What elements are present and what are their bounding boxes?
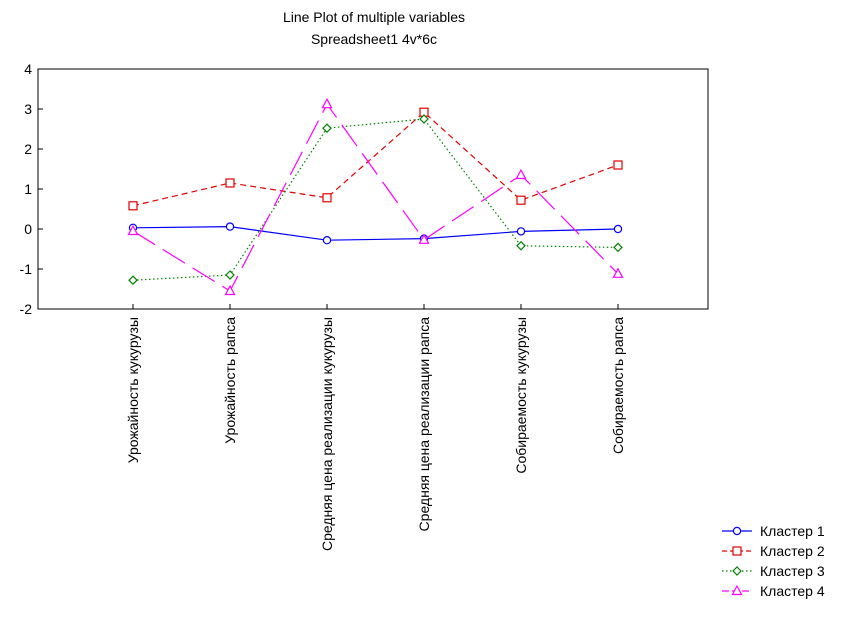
legend-marker xyxy=(731,584,743,596)
legend-marker xyxy=(732,566,742,576)
chart-subtitle: Spreadsheet1 4v*6c xyxy=(311,31,437,47)
series-4-line xyxy=(132,103,619,292)
series-2-point xyxy=(516,195,526,205)
legend-item: Кластер 4 xyxy=(722,583,825,599)
series-1-point xyxy=(516,227,526,236)
legend-label: Кластер 4 xyxy=(760,583,825,599)
series-4-point xyxy=(224,284,236,296)
y-tick-label: -1 xyxy=(20,261,33,277)
series-3-point xyxy=(419,114,429,124)
legend-label: Кластер 2 xyxy=(760,543,825,559)
series-2-point xyxy=(322,193,332,203)
legend-marker xyxy=(732,546,742,556)
series-1-point xyxy=(322,235,332,245)
series-2-line xyxy=(132,111,619,207)
series-3-line xyxy=(132,118,619,281)
series-3-point xyxy=(322,123,332,134)
series-1-point xyxy=(225,222,235,231)
x-category-label: Собираемость кукурузы xyxy=(513,317,529,474)
x-category-label: Средняя цена реализации кукурузы xyxy=(319,317,335,551)
x-axis: Урожайность кукурузы Урожайность рапса Сре… xyxy=(125,304,626,551)
y-tick-label: 2 xyxy=(24,141,32,157)
series-3-point xyxy=(128,275,138,286)
y-axis: -2 -1 0 1 2 3 4 xyxy=(20,61,43,317)
legend-item: Кластер 1 xyxy=(722,523,825,539)
y-tick-label: 1 xyxy=(24,181,32,197)
legend-label: Кластер 3 xyxy=(760,563,825,579)
series-3-point xyxy=(225,270,235,280)
series-1-line xyxy=(132,225,619,241)
series-3-point xyxy=(516,240,526,251)
series-4-point xyxy=(515,168,527,180)
x-category-label: Собираемость рапса xyxy=(610,317,626,454)
legend-marker xyxy=(732,526,742,536)
y-tick-label: -2 xyxy=(20,301,33,317)
y-tick-label: 4 xyxy=(24,61,32,77)
series-4 xyxy=(127,97,624,296)
series-2-point xyxy=(128,201,138,211)
x-category-label: Средняя цена реализации рапса xyxy=(416,317,432,532)
series-4-point xyxy=(127,224,139,236)
x-category-label: Урожайность рапса xyxy=(222,317,238,444)
series-2-point xyxy=(225,178,235,188)
series-3-point xyxy=(613,242,623,253)
legend-item: Кластер 3 xyxy=(722,563,825,579)
chart-title: Line Plot of multiple variables xyxy=(283,9,465,25)
x-category-label: Урожайность кукурузы xyxy=(125,317,141,463)
y-tick-label: 3 xyxy=(24,101,32,117)
series-layer xyxy=(127,97,624,296)
series-2 xyxy=(128,107,623,211)
plot-area xyxy=(37,68,709,310)
legend-item: Кластер 2 xyxy=(722,543,825,559)
series-4-point xyxy=(321,97,333,109)
series-3 xyxy=(128,114,623,286)
series-1-point xyxy=(613,224,623,234)
legend-label: Кластер 1 xyxy=(760,523,825,539)
series-4-point xyxy=(612,267,624,278)
y-tick-label: 0 xyxy=(24,221,32,237)
legend: Кластер 1 Кластер 2 Кластер 3 Кластер 4 xyxy=(722,523,825,599)
series-2-point xyxy=(613,160,623,170)
series-4-point xyxy=(418,233,430,244)
